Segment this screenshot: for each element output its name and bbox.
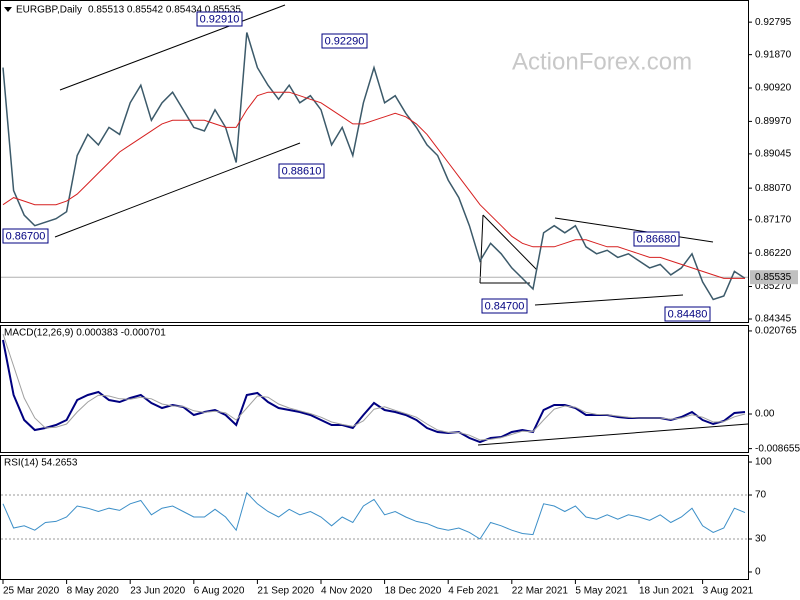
y-tick-label: 0 bbox=[755, 567, 761, 578]
x-tick-label: 18 Dec 2020 bbox=[385, 586, 442, 597]
annotation-box bbox=[278, 163, 325, 179]
y-tick-label: 0.89045 bbox=[755, 149, 792, 160]
y-tick-label: 0.85270 bbox=[755, 281, 792, 292]
last-price-label: 0.85535 bbox=[755, 272, 792, 283]
annotation: 0.92290 bbox=[325, 35, 365, 47]
y-tick-label: 0.88070 bbox=[755, 183, 792, 194]
wedge-lower bbox=[534, 294, 684, 306]
y-tick-label: 100 bbox=[755, 457, 772, 468]
triangle-line bbox=[479, 214, 484, 284]
macd-title: MACD(12,26,9) 0.000383 -0.000701 bbox=[4, 328, 166, 339]
annotation: 0.84480 bbox=[668, 308, 708, 320]
wedge-upper bbox=[554, 217, 714, 243]
x-tick-label: 23 Jun 2020 bbox=[130, 586, 185, 597]
last-price-box bbox=[750, 270, 798, 285]
chart-subtitle: 0.85513 0.85542 0.85434 0.85535 bbox=[88, 5, 241, 16]
annotation: 0.92910 bbox=[200, 13, 240, 25]
x-tick-label: 22 Mar 2021 bbox=[512, 586, 569, 597]
y-tick-label: 0.020765 bbox=[755, 326, 797, 337]
y-tick-label: 0.86220 bbox=[755, 248, 792, 259]
annotation-box bbox=[633, 231, 680, 247]
price-panel bbox=[0, 0, 749, 323]
dropdown-icon[interactable] bbox=[4, 7, 12, 12]
series-line bbox=[2, 32, 746, 301]
y-tick-label: 0.00 bbox=[755, 409, 775, 420]
watermark: ActionForex.com bbox=[512, 48, 692, 75]
series-line bbox=[2, 491, 746, 540]
annotation: 0.84700 bbox=[485, 300, 525, 312]
y-tick-label: 0.92795 bbox=[755, 17, 792, 28]
x-tick-label: 6 Aug 2020 bbox=[194, 586, 245, 597]
x-tick-label: 25 Mar 2020 bbox=[3, 586, 60, 597]
channel-upper bbox=[59, 4, 286, 91]
annotation: 0.86680 bbox=[637, 233, 677, 245]
series-line bbox=[2, 333, 746, 441]
series-line bbox=[2, 91, 745, 279]
y-tick-label: 0.84345 bbox=[755, 314, 792, 325]
y-tick-label: 70 bbox=[755, 490, 767, 501]
x-tick-label: 5 May 2021 bbox=[575, 586, 628, 597]
annotation-box bbox=[2, 228, 49, 244]
x-tick-label: 8 May 2020 bbox=[67, 586, 120, 597]
rsi-panel bbox=[0, 455, 749, 580]
y-tick-label: 0.89970 bbox=[755, 116, 792, 127]
chart-title: EURGBP,Daily bbox=[16, 5, 82, 16]
x-tick-label: 4 Feb 2021 bbox=[448, 586, 499, 597]
macd-trend-line bbox=[477, 423, 749, 446]
annotation-box bbox=[664, 306, 711, 322]
channel-lower bbox=[54, 142, 301, 238]
triangle-line bbox=[482, 214, 538, 271]
annotation-box bbox=[321, 33, 368, 49]
trend-lines bbox=[54, 4, 749, 446]
y-tick-label: 30 bbox=[755, 534, 767, 545]
y-tick-label: 0.91870 bbox=[755, 49, 792, 60]
y-tick-label: -0.008655 bbox=[755, 443, 800, 454]
y-tick-label: 0.87170 bbox=[755, 214, 792, 225]
x-tick-label: 21 Sep 2020 bbox=[257, 586, 314, 597]
x-tick-label: 3 Aug 2021 bbox=[703, 586, 754, 597]
x-tick-label: 18 Jun 2021 bbox=[639, 586, 694, 597]
annotation: 0.86700 bbox=[6, 230, 46, 242]
annotation-box bbox=[196, 11, 243, 27]
annotation: 0.88610 bbox=[282, 165, 322, 177]
macd-panel bbox=[0, 325, 749, 453]
y-tick-label: 0.90920 bbox=[755, 83, 792, 94]
annotation-box bbox=[481, 298, 528, 314]
rsi-title: RSI(14) 54.2653 bbox=[4, 458, 78, 469]
x-tick-label: 4 Nov 2020 bbox=[321, 586, 373, 597]
